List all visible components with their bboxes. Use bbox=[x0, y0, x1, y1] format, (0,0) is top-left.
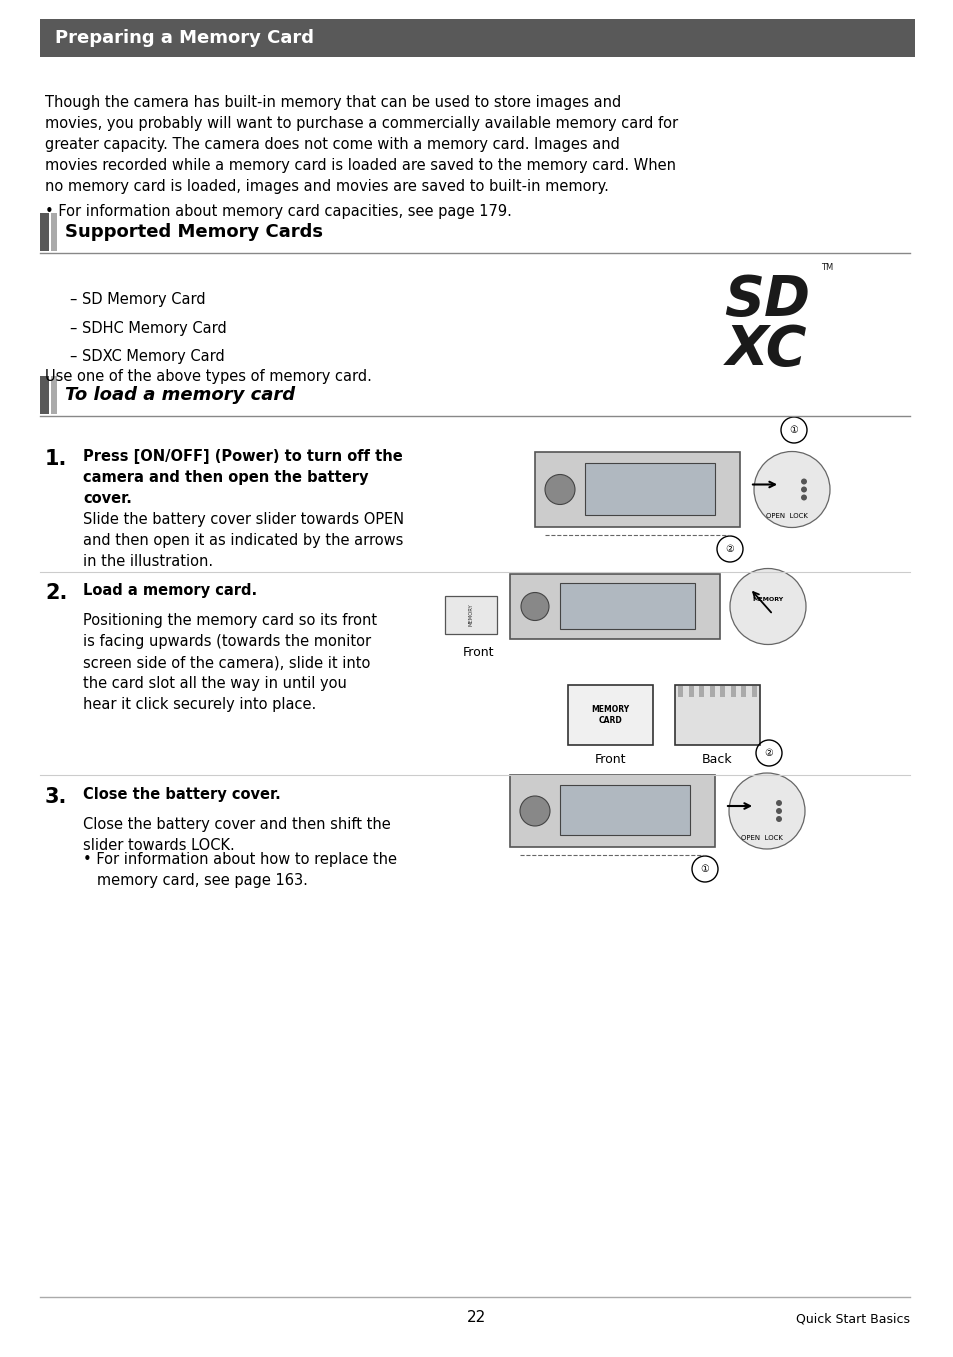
Text: 2.: 2. bbox=[45, 584, 68, 603]
Bar bbox=[730, 687, 735, 697]
Text: • For information about memory card capacities, see page 179.: • For information about memory card capa… bbox=[45, 204, 512, 218]
Text: Front: Front bbox=[594, 753, 625, 765]
Bar bbox=[699, 687, 703, 697]
Circle shape bbox=[775, 807, 781, 814]
Circle shape bbox=[801, 494, 806, 501]
Text: 1.: 1. bbox=[45, 449, 68, 470]
Text: – SD Memory Card: – SD Memory Card bbox=[70, 292, 206, 307]
Text: To load a memory card: To load a memory card bbox=[65, 385, 294, 404]
Text: TM: TM bbox=[820, 262, 832, 271]
Text: ①: ① bbox=[700, 864, 709, 874]
Text: XC: XC bbox=[725, 323, 807, 377]
Bar bbox=[751, 687, 756, 697]
Text: 22: 22 bbox=[467, 1310, 486, 1324]
Bar bbox=[510, 574, 720, 639]
Circle shape bbox=[728, 773, 804, 849]
Text: Front: Front bbox=[462, 646, 494, 660]
Text: Quick Start Basics: Quick Start Basics bbox=[795, 1312, 909, 1324]
Bar bbox=[559, 784, 689, 835]
Bar bbox=[51, 376, 57, 414]
Text: MEMORY: MEMORY bbox=[468, 604, 473, 627]
Bar bbox=[584, 463, 714, 516]
Circle shape bbox=[544, 475, 575, 505]
Bar bbox=[720, 687, 724, 697]
Text: MEMORY: MEMORY bbox=[752, 597, 782, 603]
Bar bbox=[535, 452, 740, 527]
Bar bbox=[40, 19, 914, 57]
Circle shape bbox=[775, 801, 781, 806]
Text: 3.: 3. bbox=[45, 787, 68, 807]
Text: Load a memory card.: Load a memory card. bbox=[83, 584, 257, 598]
Bar bbox=[675, 685, 760, 745]
Text: – SDHC Memory Card: – SDHC Memory Card bbox=[70, 320, 227, 335]
Bar bbox=[510, 775, 714, 847]
Circle shape bbox=[519, 797, 550, 826]
Text: Close the battery cover.: Close the battery cover. bbox=[83, 787, 280, 802]
Text: – SDXC Memory Card: – SDXC Memory Card bbox=[70, 349, 225, 364]
Circle shape bbox=[729, 569, 805, 645]
Circle shape bbox=[801, 487, 806, 493]
Text: Positioning the memory card so its front
is facing upwards (towards the monitor
: Positioning the memory card so its front… bbox=[83, 613, 376, 712]
Text: Preparing a Memory Card: Preparing a Memory Card bbox=[55, 28, 314, 47]
Circle shape bbox=[753, 452, 829, 528]
Bar bbox=[40, 213, 49, 251]
Circle shape bbox=[801, 479, 806, 484]
Circle shape bbox=[520, 593, 548, 620]
Text: Close the battery cover and then shift the
slider towards LOCK.: Close the battery cover and then shift t… bbox=[83, 817, 391, 854]
Text: • For information about how to replace the
   memory card, see page 163.: • For information about how to replace t… bbox=[83, 852, 396, 887]
Bar bbox=[51, 213, 57, 251]
Bar bbox=[559, 584, 695, 630]
Text: Supported Memory Cards: Supported Memory Cards bbox=[65, 223, 323, 242]
Circle shape bbox=[775, 816, 781, 822]
Text: SD: SD bbox=[723, 273, 809, 327]
Text: Back: Back bbox=[701, 753, 732, 765]
Text: ②: ② bbox=[763, 748, 773, 759]
Text: Slide the battery cover slider towards OPEN
and then open it as indicated by the: Slide the battery cover slider towards O… bbox=[83, 512, 404, 569]
Bar bbox=[40, 376, 49, 414]
Text: Use one of the above types of memory card.: Use one of the above types of memory car… bbox=[45, 369, 372, 384]
Text: ②: ② bbox=[725, 544, 734, 554]
Text: OPEN  LOCK: OPEN LOCK bbox=[740, 835, 782, 841]
Bar bbox=[740, 687, 745, 697]
Bar bbox=[709, 687, 714, 697]
Text: MEMORY
CARD: MEMORY CARD bbox=[591, 704, 629, 725]
Text: OPEN  LOCK: OPEN LOCK bbox=[765, 513, 807, 520]
Bar bbox=[567, 685, 652, 745]
Text: Press [ON/OFF] (Power) to turn off the
camera and then open the battery
cover.: Press [ON/OFF] (Power) to turn off the c… bbox=[83, 449, 402, 506]
Bar bbox=[688, 687, 693, 697]
Text: Though the camera has built-in memory that can be used to store images and
movie: Though the camera has built-in memory th… bbox=[45, 95, 678, 194]
Bar bbox=[444, 596, 497, 634]
Text: ①: ① bbox=[789, 425, 798, 436]
Bar bbox=[678, 687, 682, 697]
